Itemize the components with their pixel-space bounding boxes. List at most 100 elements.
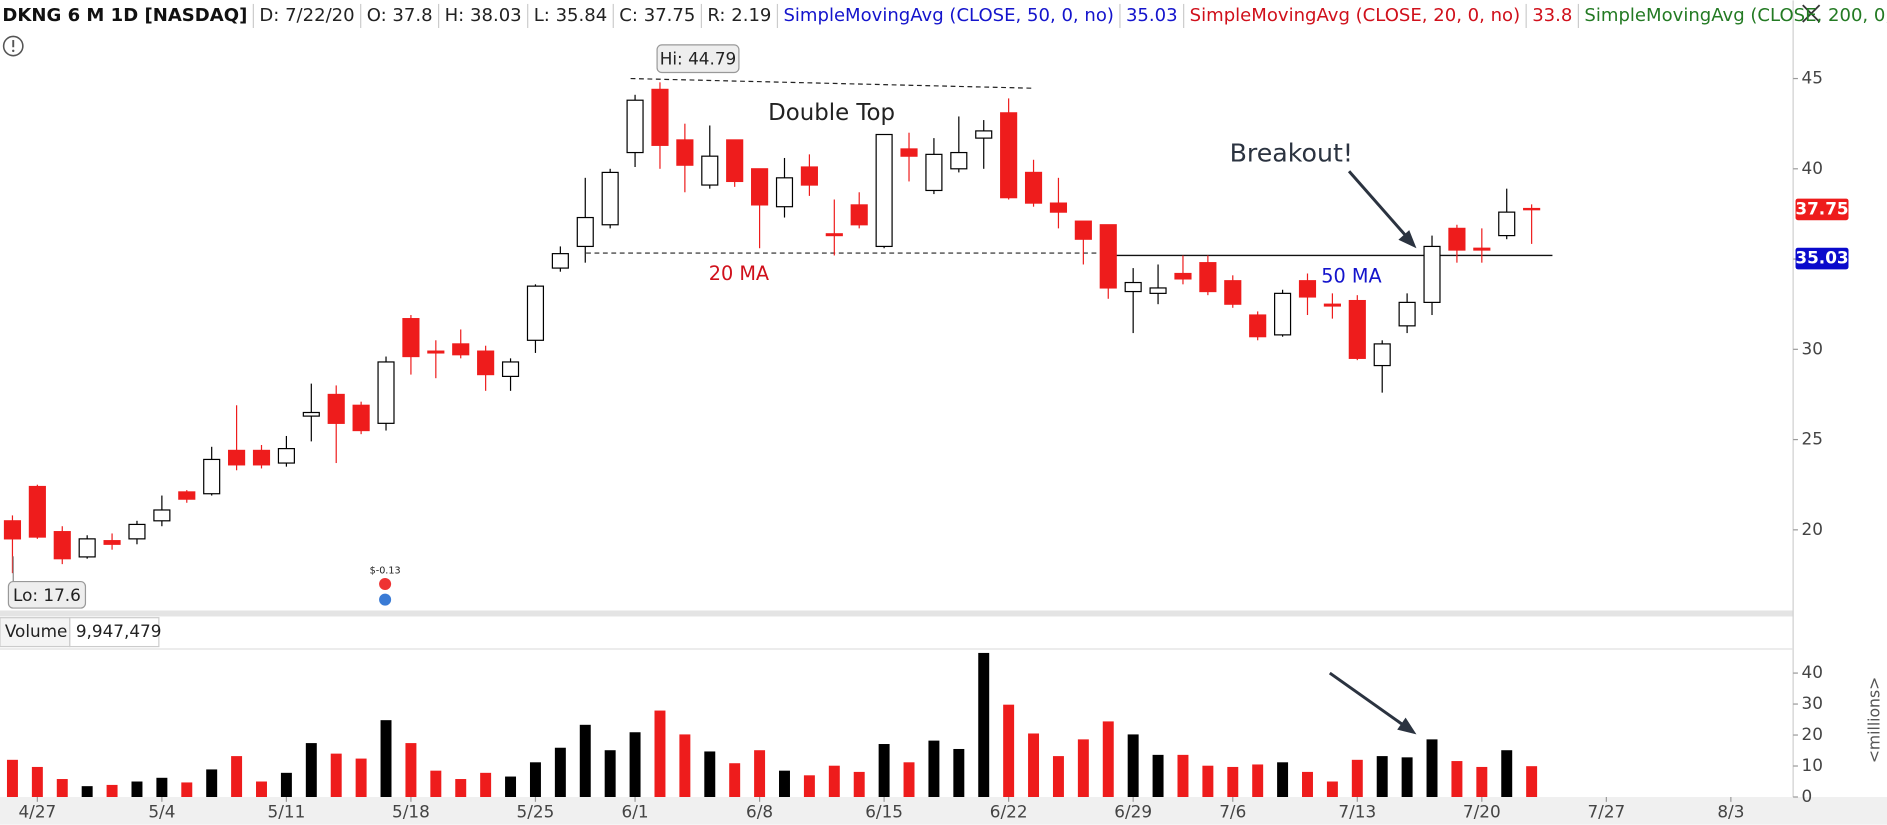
volume-bar (1052, 756, 1064, 798)
y-tick-label: 30 (1802, 693, 1823, 713)
volume-value-box (69, 617, 160, 648)
volume-bar (1326, 781, 1338, 798)
volume-bar (1152, 754, 1164, 798)
volume-bar (803, 775, 815, 798)
x-tick-label: 6/29 (1114, 802, 1152, 822)
x-tick-label: 7/6 (1219, 802, 1246, 822)
volume-title: Volume (5, 621, 68, 641)
x-tick-label: 5/25 (517, 802, 555, 822)
header-info: L: 35.84 (534, 5, 608, 26)
volume-title-box (0, 617, 71, 648)
volume-bar (156, 777, 168, 798)
close-icon[interactable] (1802, 4, 1821, 23)
volume-bar (1426, 739, 1438, 798)
lo-label-box (7, 580, 87, 609)
volume-bar (679, 734, 691, 798)
volume-bar (280, 772, 292, 798)
volume-bar (554, 747, 566, 798)
dividend-icon[interactable] (379, 593, 392, 606)
y-tick-label: 0 (1802, 786, 1813, 806)
candle-body (3, 520, 22, 540)
candle-body (526, 285, 545, 341)
chart-title: DKNG 6 M 1D [NASDAQ] (2, 5, 247, 26)
x-tick-label: 5/4 (148, 802, 175, 822)
legend-value: 33.8 (1532, 5, 1572, 26)
candle-body (1398, 301, 1416, 327)
price-tag-label: 35.03 (1795, 248, 1848, 268)
x-tick-label: 7/20 (1463, 802, 1501, 822)
y-tick-label: 20 (1802, 519, 1823, 539)
price-tag (1795, 198, 1849, 221)
volume-bar (704, 751, 716, 798)
candle-body (427, 350, 445, 354)
candle-body (950, 151, 968, 170)
candle-body (1099, 224, 1117, 289)
volume-bar (878, 744, 890, 798)
candle-body (1523, 207, 1541, 211)
x-tick-label: 7/13 (1338, 802, 1376, 822)
candle-body (1473, 247, 1491, 251)
x-tick-label: 7/27 (1587, 802, 1625, 822)
info-icon[interactable] (2, 35, 24, 57)
volume-bar (106, 784, 118, 798)
header-info: R: 2.19 (707, 5, 771, 26)
candle-body (775, 177, 794, 208)
earnings-icon[interactable] (379, 577, 392, 591)
volume-bar (206, 769, 218, 798)
candle-body (1174, 272, 1192, 280)
volume-bar (1451, 761, 1463, 798)
candle-body (28, 485, 46, 538)
lo-label: Lo: 17.6 (13, 585, 81, 605)
x-tick-label: 6/1 (622, 802, 649, 822)
candle-body (203, 458, 221, 495)
x-tick-label: 6/15 (865, 802, 903, 822)
volume-bar (6, 759, 18, 798)
volume-bar (131, 781, 143, 798)
y-tick-label: 40 (1802, 158, 1823, 178)
breakout-label: Breakout! (1230, 138, 1353, 167)
candle-body (477, 350, 495, 376)
volume-bar (1351, 759, 1363, 798)
candle-body (1000, 112, 1018, 199)
candle-body (726, 139, 744, 183)
hi-label: Hi: 44.79 (660, 48, 737, 68)
candle-body (1249, 314, 1267, 338)
volume-bar (430, 770, 442, 798)
candle-body (1124, 281, 1142, 293)
y-tick-label: 25 (1802, 429, 1823, 449)
arrow-shaft (1347, 170, 1412, 243)
candle-body (1224, 280, 1242, 305)
volume-bar (505, 776, 517, 798)
candle-body (1448, 227, 1466, 251)
header-info: H: 38.03 (445, 5, 522, 26)
candle-body (1298, 280, 1317, 298)
volume-bar (1526, 766, 1538, 798)
volume-bar (1501, 750, 1513, 798)
volume-bar (1202, 765, 1214, 798)
volume-bar (480, 772, 492, 798)
candle-body (103, 540, 121, 545)
candle-body (601, 171, 619, 226)
icon-dot (12, 49, 15, 53)
volume-axis-label: <millions> (1864, 677, 1883, 763)
y-tick-label: 30 (1802, 338, 1823, 358)
annotations: Hi: 44.79 Lo: 17.6 Double Top Breakout! … (7, 44, 1417, 735)
volume-bar (405, 743, 417, 798)
volume-bar (729, 763, 741, 798)
volume-bar (903, 762, 915, 798)
volume-bar (1476, 766, 1488, 798)
candle-body (626, 99, 644, 154)
candle-body (501, 361, 520, 377)
candle-body (178, 491, 196, 500)
arrow-head (1398, 230, 1417, 249)
volume-bar (355, 758, 367, 798)
candle-body (1498, 211, 1516, 237)
volume-bar (56, 779, 68, 798)
candle-body (1049, 202, 1068, 213)
candle-body (900, 148, 918, 157)
x-tick-label: 5/11 (268, 802, 306, 822)
volume-bar (1227, 766, 1239, 798)
volume-bar (779, 770, 790, 798)
volume-bar (629, 732, 641, 798)
